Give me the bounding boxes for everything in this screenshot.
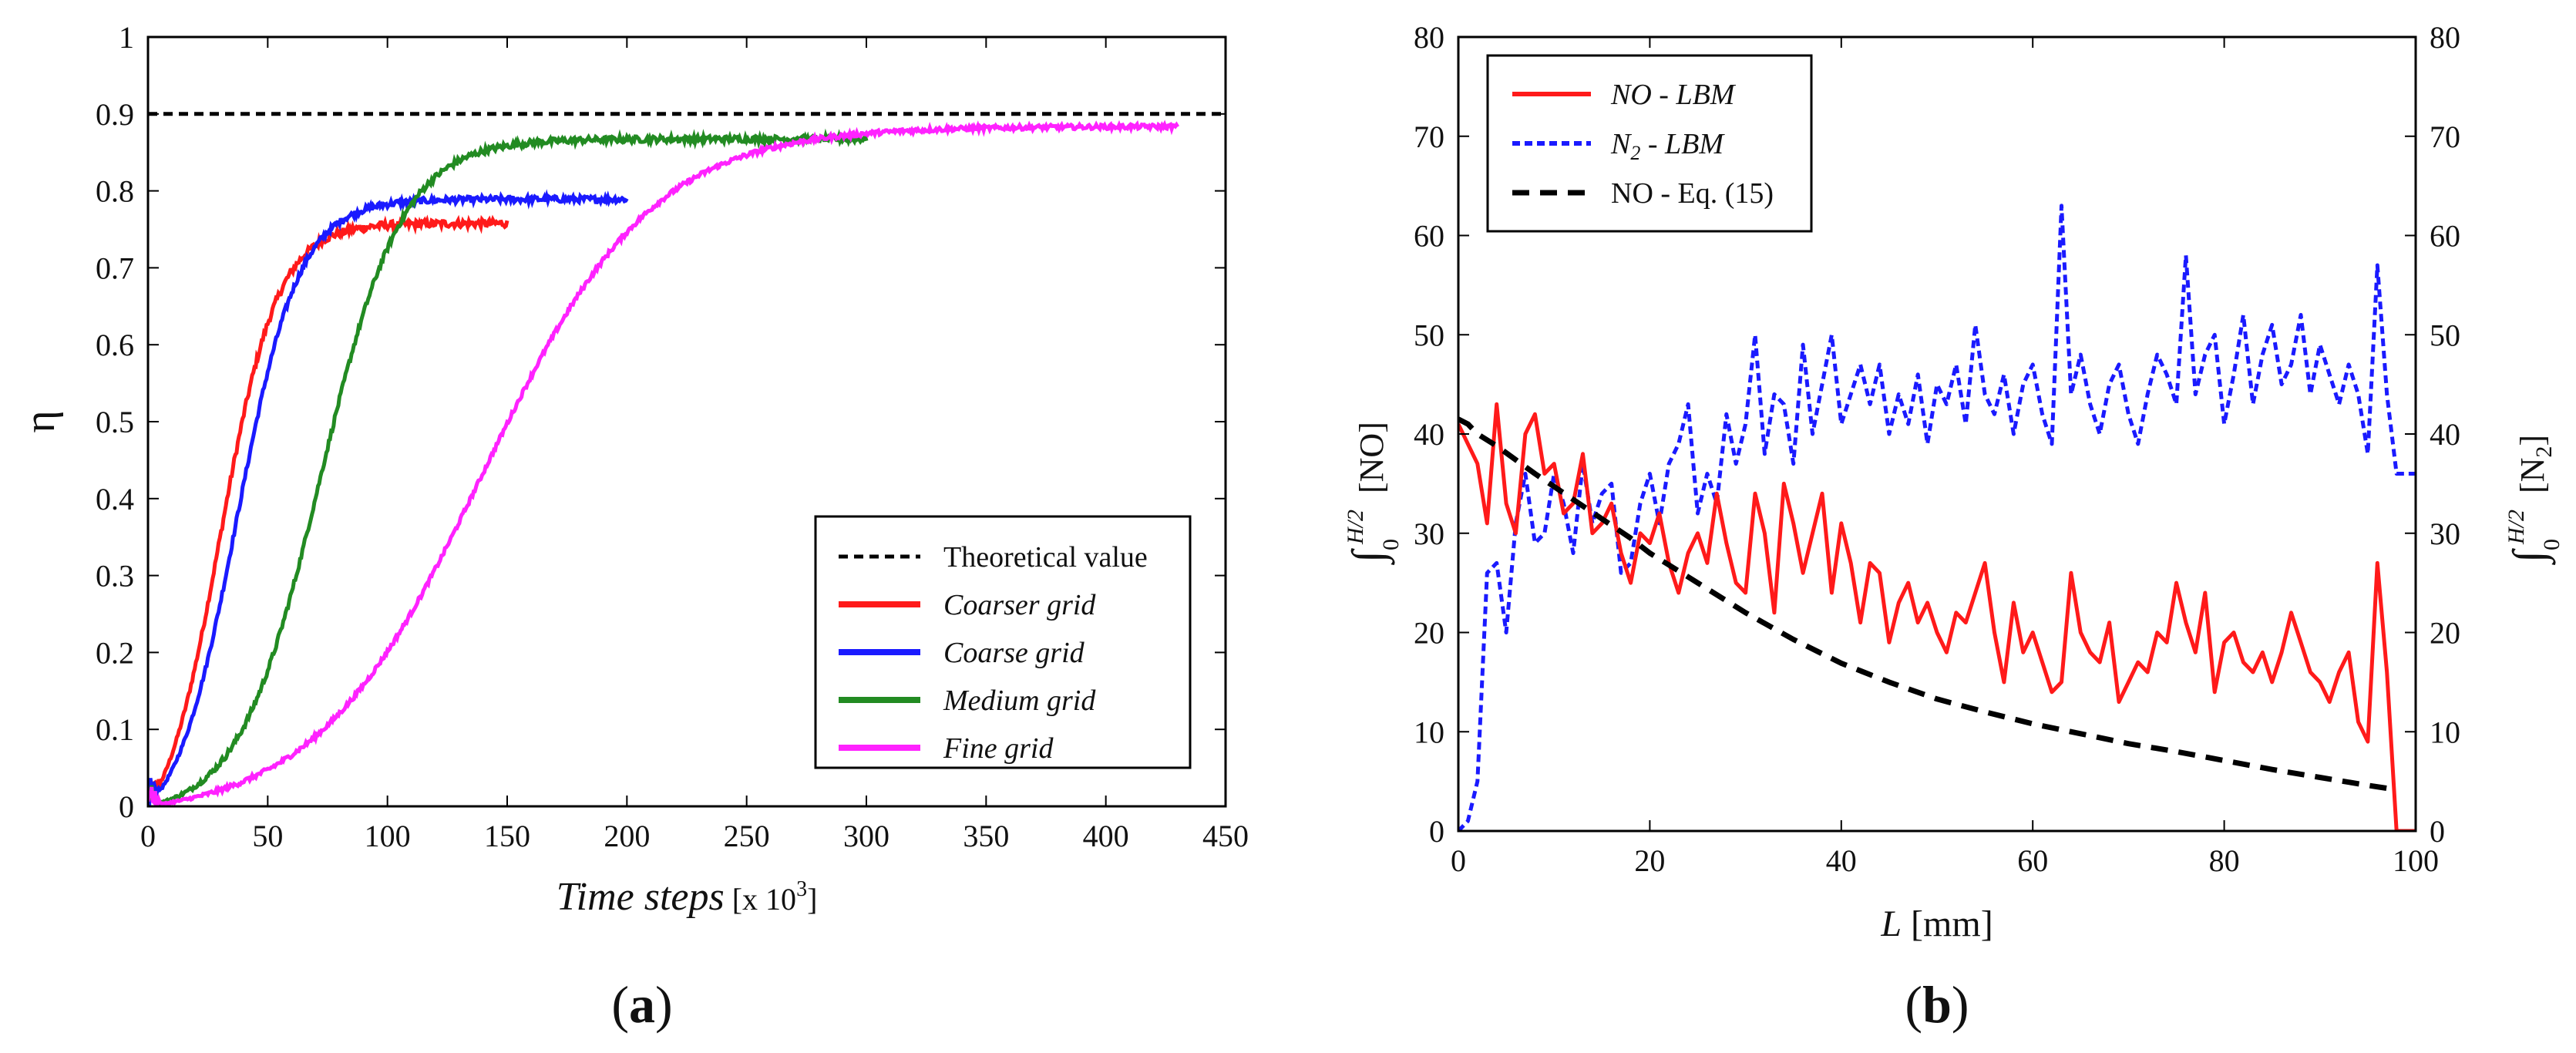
- panel-b-right-y-tick-label: 20: [2430, 616, 2460, 651]
- panel-b-chart: 0 20 40 60 80 100 0 10 20 30 40 50 60 70 80 0 10 20 30 40…: [1343, 20, 2564, 944]
- panel-a-y-tick-label: 0.7: [96, 251, 134, 285]
- panel-b-right-y-tick-label: 80: [2430, 20, 2460, 55]
- panel-b-left-y-tick-label: 30: [1414, 516, 1444, 551]
- svg-text:H/2: H/2: [2504, 510, 2529, 545]
- panel-b-x-tick-label: 20: [1634, 843, 1665, 878]
- panel-a-y-tick-label: 1: [119, 20, 134, 55]
- panel-b-right-y-axis-label: ∫ H/2 0 [N2]: [2504, 435, 2564, 566]
- panel-a-y-tick-label: 0.2: [96, 635, 134, 670]
- panel-b-x-tick-label: 80: [2209, 843, 2240, 878]
- legend-label-no-eq-15: NO - Eq. (15): [1611, 177, 1774, 210]
- panel-a-x-tick-label: 400: [1083, 819, 1129, 853]
- legend-label-fine-grid: Fine grid: [943, 732, 1054, 765]
- panel-b-left-y-axis-label: ∫ H/2 0 [NO]: [1343, 422, 1404, 566]
- legend-label-theoretical-value: Theoretical value: [943, 541, 1148, 574]
- panel-b-left-y-tick-label: 80: [1414, 20, 1444, 55]
- panel-b-left-y-tick-label: 10: [1414, 715, 1444, 749]
- panel-a-label: (a): [611, 975, 672, 1034]
- panel-a-x-tick-label: 0: [140, 819, 156, 853]
- panel-a-x-tick-label: 450: [1202, 819, 1249, 853]
- panel-b-right-y-tick-label: 60: [2430, 219, 2460, 254]
- panel-a-y-tick-label: 0.5: [96, 405, 134, 439]
- panel-a-x-tick-label: 50: [252, 819, 283, 853]
- svg-text:0: 0: [2539, 539, 2564, 550]
- panel-a-x-tick-label: 350: [963, 819, 1009, 853]
- integral-symbol: ∫: [1343, 548, 1395, 566]
- panel-a-y-tick-label: 0.9: [96, 97, 134, 132]
- panel-a-y-tick-label: 0.8: [96, 174, 134, 209]
- panel-b-left-y-tick-label: 50: [1414, 318, 1444, 352]
- panel-a-x-tick-label: 200: [604, 819, 650, 853]
- svg-text:0: 0: [1378, 539, 1404, 550]
- panel-a-y-tick-label: 0.4: [96, 482, 134, 516]
- panel-b-right-y-tick-label: 70: [2430, 119, 2460, 154]
- panel-a-y-tick-label: 0: [119, 789, 134, 824]
- panel-b-x-tick-label: 60: [2017, 843, 2048, 878]
- series-line-no-lbm: [1458, 402, 2416, 831]
- panel-b-right-y-tick-label: 50: [2430, 318, 2460, 352]
- panel-b-right-y-tick-label: 0: [2430, 814, 2445, 849]
- panel-b-legend: NO - LBM N2 - LBM NO - Eq. (15): [1486, 54, 1813, 233]
- legend-label-n2-lbm: N2 - LBM: [1610, 128, 1725, 164]
- svg-text:[NO]: [NO]: [1353, 422, 1391, 493]
- svg-text:[N2]: [N2]: [2514, 435, 2557, 493]
- panel-a-x-tick-label: 250: [724, 819, 770, 853]
- integral-symbol: ∫: [2504, 548, 2556, 566]
- series-line-medium-grid: [148, 128, 869, 806]
- legend-label-medium-grid: Medium grid: [943, 685, 1096, 717]
- panel-a-legend: Theoretical value Coarser grid Coarse grid…: [814, 515, 1192, 769]
- panel-b-x-tick-label: 100: [2393, 843, 2439, 878]
- panel-a-chart: 0 50 100 150 200 250 300 350 400 450 0 0.1 0.2 0.3 0.…: [16, 20, 1249, 919]
- legend-label-no-lbm: NO - LBM: [1610, 79, 1737, 111]
- panel-b-left-y-tick-label: 70: [1414, 119, 1444, 154]
- panel-b-label: (b): [1905, 975, 1969, 1034]
- legend-label-coarse-grid: Coarse grid: [943, 637, 1085, 669]
- series-line-coarser-grid: [148, 214, 509, 796]
- legend-label-coarser-grid: Coarser grid: [943, 589, 1096, 621]
- panel-b-x-tick-label: 40: [1826, 843, 1857, 878]
- panel-a-y-tick-label: 0.1: [96, 712, 134, 747]
- svg-text:H/2: H/2: [1343, 510, 1368, 545]
- panel-b-right-y-tick-label: 10: [2430, 715, 2460, 749]
- panel-a-x-tick-label: 150: [484, 819, 530, 853]
- panel-b-right-y-tick-label: 30: [2430, 516, 2460, 551]
- panel-a-x-tick-label: 100: [365, 819, 411, 853]
- series-line-no-eq-15: [1458, 416, 2388, 792]
- panel-a-y-axis-label: η: [16, 410, 64, 432]
- panel-b-left-y-tick-label: 0: [1429, 814, 1444, 849]
- panel-a-x-tick-label: 300: [843, 819, 889, 853]
- panel-a-y-tick-label: 0.6: [96, 328, 134, 362]
- panel-b-x-tick-label: 0: [1451, 843, 1466, 878]
- panel-b-x-axis-label: L [mm]: [1880, 903, 1993, 944]
- panel-b-right-y-tick-label: 40: [2430, 417, 2460, 452]
- panel-a-y-tick-label: 0.3: [96, 559, 134, 594]
- series-line-fine-grid: [148, 119, 1180, 806]
- panel-a-x-axis-label: Time steps [x 103]: [557, 875, 818, 919]
- series-line-coarse-grid: [148, 189, 629, 806]
- panel-b-left-y-tick-label: 60: [1414, 219, 1444, 254]
- panel-b-left-y-tick-label: 20: [1414, 616, 1444, 651]
- panel-b-left-y-tick-label: 40: [1414, 417, 1444, 452]
